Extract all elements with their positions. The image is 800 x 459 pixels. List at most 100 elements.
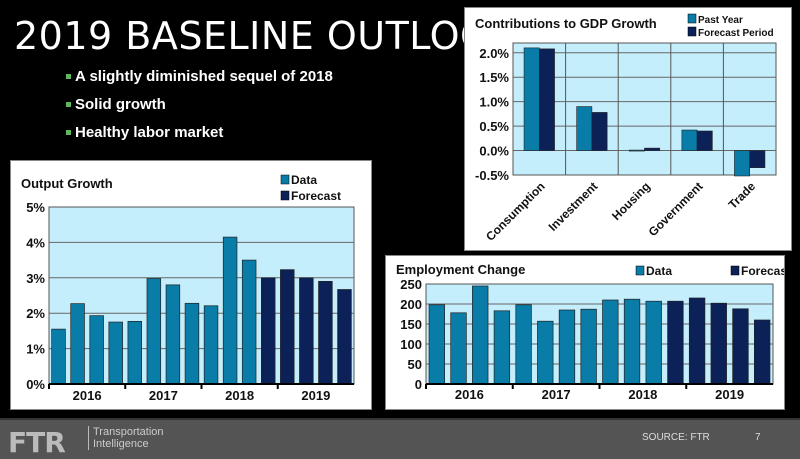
legend-label: Data — [291, 173, 317, 187]
y-tick-label: 150 — [400, 317, 422, 332]
chart-svg: Employment Change 0 50 100 150 200 250 Data Fore… — [396, 262, 784, 402]
plot-area — [512, 42, 777, 176]
bar — [732, 308, 749, 385]
footer: FTR Transportation Intelligence SOURCE: F… — [0, 418, 800, 459]
y-tick-label: 0.0% — [479, 144, 509, 159]
gdp-contributions-chart: Contributions to GDP Growth -0.5% 0.0% 0.5%… — [464, 7, 792, 251]
bar — [591, 112, 608, 151]
bar — [710, 302, 727, 385]
y-tick-label: 100 — [400, 337, 422, 352]
bar — [51, 328, 66, 385]
bar — [165, 284, 181, 385]
bar — [261, 277, 276, 385]
x-tick-label: Government — [646, 179, 706, 239]
bar — [146, 278, 162, 385]
bar — [89, 315, 104, 385]
chart-title: Contributions to GDP Growth — [475, 16, 657, 31]
legend-swatch — [280, 190, 290, 201]
bar — [108, 321, 123, 385]
legend-swatch — [280, 174, 290, 185]
bar — [203, 305, 219, 385]
legend-swatch — [687, 26, 697, 37]
y-tick-label: 0% — [26, 377, 45, 392]
x-tick-label: 2018 — [225, 388, 254, 403]
x-tick-label: 2016 — [455, 387, 484, 402]
y-tick-label: 2% — [26, 306, 45, 321]
page-number: 7 — [755, 432, 761, 443]
bar — [493, 310, 511, 385]
legend-label: Data — [646, 264, 672, 278]
x-tick-label: 2017 — [542, 387, 571, 402]
legend-swatch — [687, 13, 697, 24]
bar — [558, 309, 576, 385]
bar — [688, 297, 706, 385]
bar — [602, 299, 619, 385]
bar — [222, 236, 238, 385]
bar — [450, 312, 467, 385]
bar — [299, 277, 314, 385]
legend-label: Forecast Period — [698, 28, 774, 39]
y-tick-label: 3% — [26, 271, 45, 286]
y-tick-label: 5% — [26, 200, 45, 215]
bullet: Healthy labor market — [66, 124, 333, 141]
y-tick-label: 0.5% — [479, 119, 509, 134]
bar — [734, 150, 751, 177]
y-tick-label: 4% — [26, 235, 45, 250]
bar — [696, 130, 713, 151]
bar — [576, 106, 593, 151]
chart-svg: Output Growth 0% 1% 2% 3% 4% 5% Data Forecast 201… — [21, 173, 355, 403]
x-tick-label: 2019 — [715, 387, 744, 402]
chart-title: Output Growth — [21, 176, 113, 191]
bullet-square-icon — [66, 130, 71, 135]
bar — [523, 47, 540, 151]
x-tick-label: Housing — [609, 179, 653, 223]
y-tick-label: -0.5% — [475, 168, 509, 183]
bar — [749, 150, 766, 168]
x-tick-label: 2019 — [301, 388, 330, 403]
bar — [645, 300, 662, 385]
bar — [337, 289, 352, 385]
bar — [644, 147, 661, 151]
output-growth-chart: Output Growth 0% 1% 2% 3% 4% 5% Data Forecast 201… — [10, 160, 372, 410]
employment-change-chart: Employment Change 0 50 100 150 200 250 Data Fore… — [385, 255, 785, 410]
bullet: Solid growth — [66, 96, 333, 113]
bar — [428, 304, 446, 385]
y-tick-label: 50 — [408, 357, 422, 372]
ftr-logo: FTR — [8, 426, 66, 459]
bar — [537, 320, 554, 385]
y-tick-label: 0 — [415, 377, 422, 392]
bar — [667, 300, 684, 385]
bar — [580, 308, 597, 385]
bar — [127, 320, 142, 385]
x-tick-label: 2016 — [73, 388, 102, 403]
bar — [628, 149, 645, 152]
y-tick-label: 1.5% — [479, 70, 509, 85]
bar — [515, 304, 532, 385]
bar — [539, 48, 555, 151]
bullet-list: A slightly diminished sequel of 2018 Sol… — [66, 68, 333, 152]
chart-title: Employment Change — [396, 262, 525, 277]
bar — [472, 285, 489, 385]
bullet-square-icon — [66, 74, 71, 79]
y-tick-label: 1% — [26, 342, 45, 357]
x-tick-label: Trade — [726, 179, 759, 212]
x-tick-label: 2017 — [149, 388, 178, 403]
x-tick-label: 2018 — [628, 387, 657, 402]
slide-title: 2019 BASELINE OUTLOOK — [14, 14, 516, 58]
legend-swatch — [635, 265, 645, 276]
bar — [753, 319, 771, 385]
legend-label: Forecast — [291, 189, 341, 203]
y-tick-label: 200 — [400, 297, 422, 312]
bar — [318, 280, 333, 385]
bar — [241, 259, 257, 385]
legend-swatch — [730, 265, 740, 276]
legend-label: Forecast — [741, 264, 784, 278]
y-tick-label: 250 — [400, 277, 422, 292]
bar — [623, 298, 641, 385]
y-tick-label: 2.0% — [479, 46, 509, 61]
bar — [184, 302, 200, 385]
x-tick-label: Investment — [546, 179, 601, 234]
x-tick-label: Consumption — [483, 179, 548, 244]
bar — [681, 129, 698, 151]
bullet: A slightly diminished sequel of 2018 — [66, 68, 333, 85]
